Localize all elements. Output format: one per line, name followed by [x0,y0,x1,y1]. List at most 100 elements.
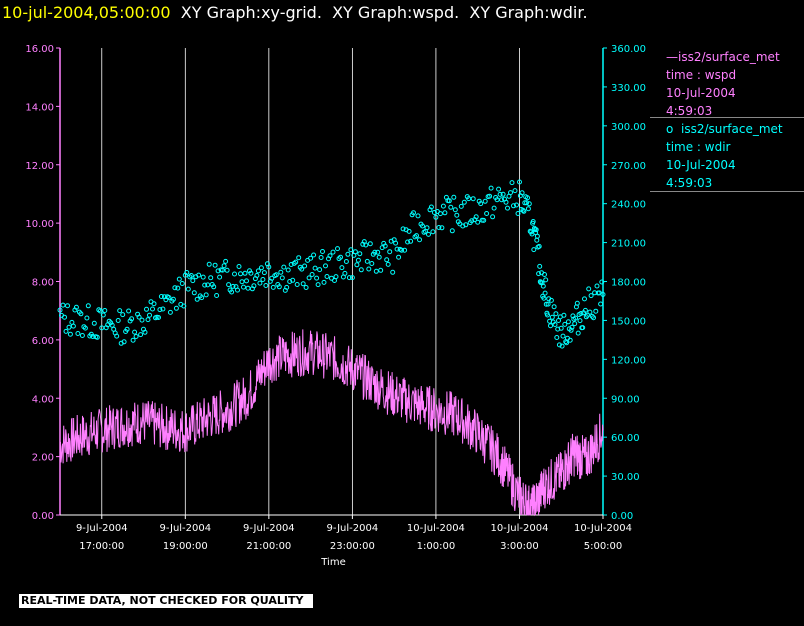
wdir-point [440,203,446,209]
wdir-point [536,271,542,277]
wdir-point [396,254,402,260]
wdir-point [172,285,178,291]
wdir-point [309,272,315,277]
wdir-point [431,210,437,215]
left-tick-label: 14.00 [25,102,54,113]
wdir-point [263,283,269,288]
wdir-point [294,282,300,287]
wdir-point [364,258,370,264]
legend-divider-2 [650,191,804,192]
left-tick-label: 8.00 [32,278,54,289]
wdir-point [226,282,232,288]
wdir-point [411,210,416,216]
wdir-point [496,186,502,192]
wdir-point [400,226,406,232]
wdir-point [545,312,550,318]
wdir-point [114,333,120,339]
wdir-point [469,218,475,224]
wdir-point [556,342,562,348]
wdir-point [206,261,212,267]
x-tick-time: 23:00:00 [330,541,375,552]
wdir-point [251,283,257,289]
wdir-point [241,284,246,290]
wdir-point [202,282,208,288]
wdir-point [320,249,325,254]
wdir-point [372,249,378,255]
wdir-point [232,271,237,277]
x-tick-date: 9-Jul-2004 [76,523,128,534]
right-tick-label: 30.00 [611,472,640,483]
wdir-point [509,180,515,186]
wdir-point [82,325,88,331]
wdir-point [65,303,70,309]
wdir-point [442,210,448,216]
legend-wdir-name: o iss2/surface_met [666,122,783,136]
wdir-point [363,242,369,248]
wdir-point [60,302,66,308]
wdir-point [235,287,240,293]
vertical-grid [101,48,604,515]
wdir-point [534,237,540,243]
wdir-point [279,275,285,281]
wdir-point [448,204,454,210]
wdir-point [115,318,121,323]
wdir-point [90,334,96,339]
wdir-point [530,219,536,224]
wdir-point [542,272,547,277]
wdir-point [543,301,549,307]
wdir-point [299,266,305,272]
wdir-point [569,324,575,330]
wdir-point [293,259,299,265]
legend-wdir-var: time : wdir [666,140,731,154]
wdir-point [436,225,442,230]
x-axis-ticks: 9-Jul-2004 17:00:00 9-Jul-2004 19:00:00 9-Ju… [76,515,632,552]
x-tick-time: 21:00:00 [246,541,291,552]
wdir-point [273,272,279,278]
wdir-point [564,340,570,346]
wdir-point [548,323,553,329]
x-tick-date: 9-Jul-2004 [243,523,295,534]
wdir-point [572,321,578,327]
wdir-point [302,263,308,269]
wdir-point [385,261,391,267]
header-timestamp: 10-jul-2004,05:00:00 [2,3,171,22]
wdir-point [124,326,130,332]
wdir-point [553,311,559,317]
wdir-point [290,277,296,283]
wdir-point [414,233,419,239]
legend-wspd-name: —iss2/surface_met [666,50,780,64]
wdir-point [499,197,505,203]
wdir-point [519,190,525,196]
wdir-point [212,262,218,268]
wdir-point [586,286,592,292]
wdir-point [188,273,194,278]
wdir-series-points [57,179,606,349]
wdir-point [521,208,527,214]
wdir-point [321,279,327,285]
wdir-point [121,339,127,345]
legend-wspd: —iss2/surface_met time : wspd 10-Jul-200… [666,48,780,120]
wdir-point [257,280,263,286]
wdir-point [525,206,531,212]
wdir-point [136,314,142,320]
wdir-point [373,268,379,274]
wdir-point [91,320,97,326]
wdir-point [575,330,581,336]
x-axis-label: Time [320,557,345,568]
legend-wspd-date: 10-Jul-2004 [666,86,736,100]
wdir-point [157,307,163,313]
x-tick-time: 1:00:00 [417,541,456,552]
wdir-point [458,203,464,209]
wdir-point [184,270,190,275]
wdir-point [208,275,214,281]
wdir-point [426,231,431,237]
legend-wdir-date: 10-Jul-2004 [666,158,736,172]
wdir-point [160,306,166,312]
wdir-point [357,251,363,257]
wdir-point [333,274,339,280]
wdir-point [315,282,321,288]
wdir-point [215,268,221,274]
wdir-point [560,333,566,339]
wdir-point [317,267,323,273]
wdir-point [375,249,381,255]
